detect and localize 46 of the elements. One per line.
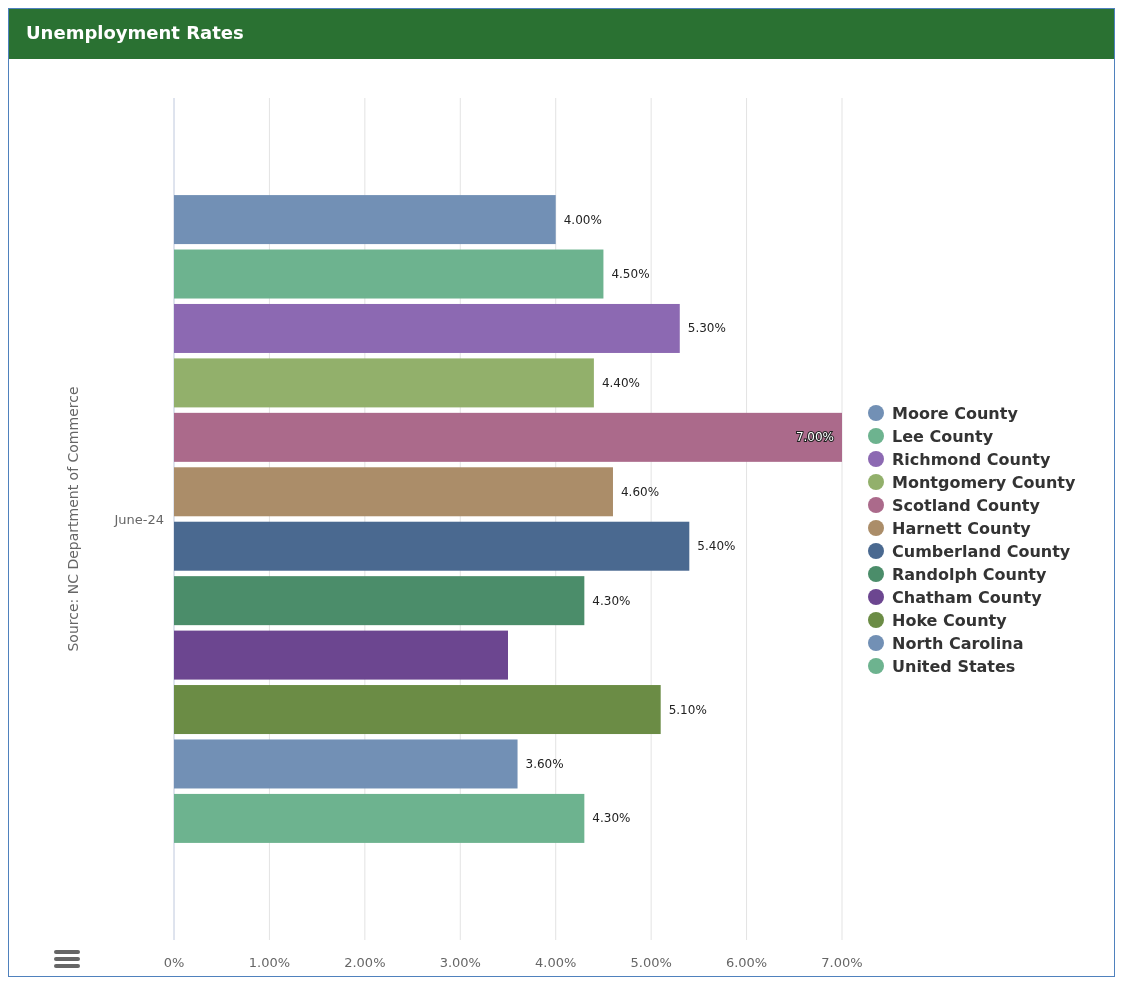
legend-label: Harnett County [892, 519, 1032, 538]
bar [174, 521, 690, 571]
data-label: 5.40% [697, 539, 736, 554]
bar [174, 303, 680, 353]
bar [174, 358, 594, 408]
data-label: 4.00% [563, 212, 602, 227]
data-label: 3.60% [525, 756, 564, 771]
data-label: 4.40% [601, 375, 641, 390]
legend-label: North Carolina [892, 634, 1024, 653]
y-tick-label: June-24 [113, 512, 164, 527]
legend-label: Moore County [892, 404, 1019, 423]
source-note: Source: NC Department of Commerce [65, 386, 81, 652]
data-label: 4.60% [620, 484, 660, 499]
legend-label: United States [892, 657, 1016, 676]
x-tick-label: 6.00% [725, 955, 768, 970]
x-tick-label: 5.00% [630, 955, 672, 970]
legend-label: Randolph County [892, 565, 1048, 584]
legend-label: Cumberland County [892, 542, 1071, 561]
x-tick-label: 7.00% [821, 955, 863, 970]
bar [174, 739, 518, 789]
bar [174, 195, 556, 245]
legend-label: Chatham County [892, 588, 1043, 607]
bar [174, 467, 613, 517]
legend-label: Scotland County [892, 496, 1041, 515]
bar [174, 630, 508, 680]
legend-label: Richmond County [892, 450, 1051, 469]
x-tick-label: 1.00% [248, 955, 291, 970]
bar [174, 576, 585, 626]
data-label: 5.10% [668, 702, 707, 717]
legend-label: Hoke County [892, 611, 1008, 630]
data-label: 4.50% [611, 267, 650, 282]
bar [174, 793, 585, 843]
bar [174, 249, 604, 299]
legend-label: Montgomery County [892, 473, 1076, 492]
x-tick-label: 3.00% [439, 955, 481, 970]
bar [174, 685, 661, 735]
bar [174, 412, 842, 462]
data-label: 7.00% [795, 430, 834, 445]
data-label: 4.30% [592, 811, 631, 826]
x-tick-label: 2.00% [344, 955, 386, 970]
legend-label: Lee County [892, 427, 994, 446]
data-label: 4.30% [592, 593, 631, 608]
x-tick-label: 0% [163, 955, 185, 970]
chart-title: Unemployment Rates [26, 22, 244, 43]
data-label: 5.30% [687, 321, 726, 336]
x-tick-label: 4.00% [535, 955, 577, 970]
